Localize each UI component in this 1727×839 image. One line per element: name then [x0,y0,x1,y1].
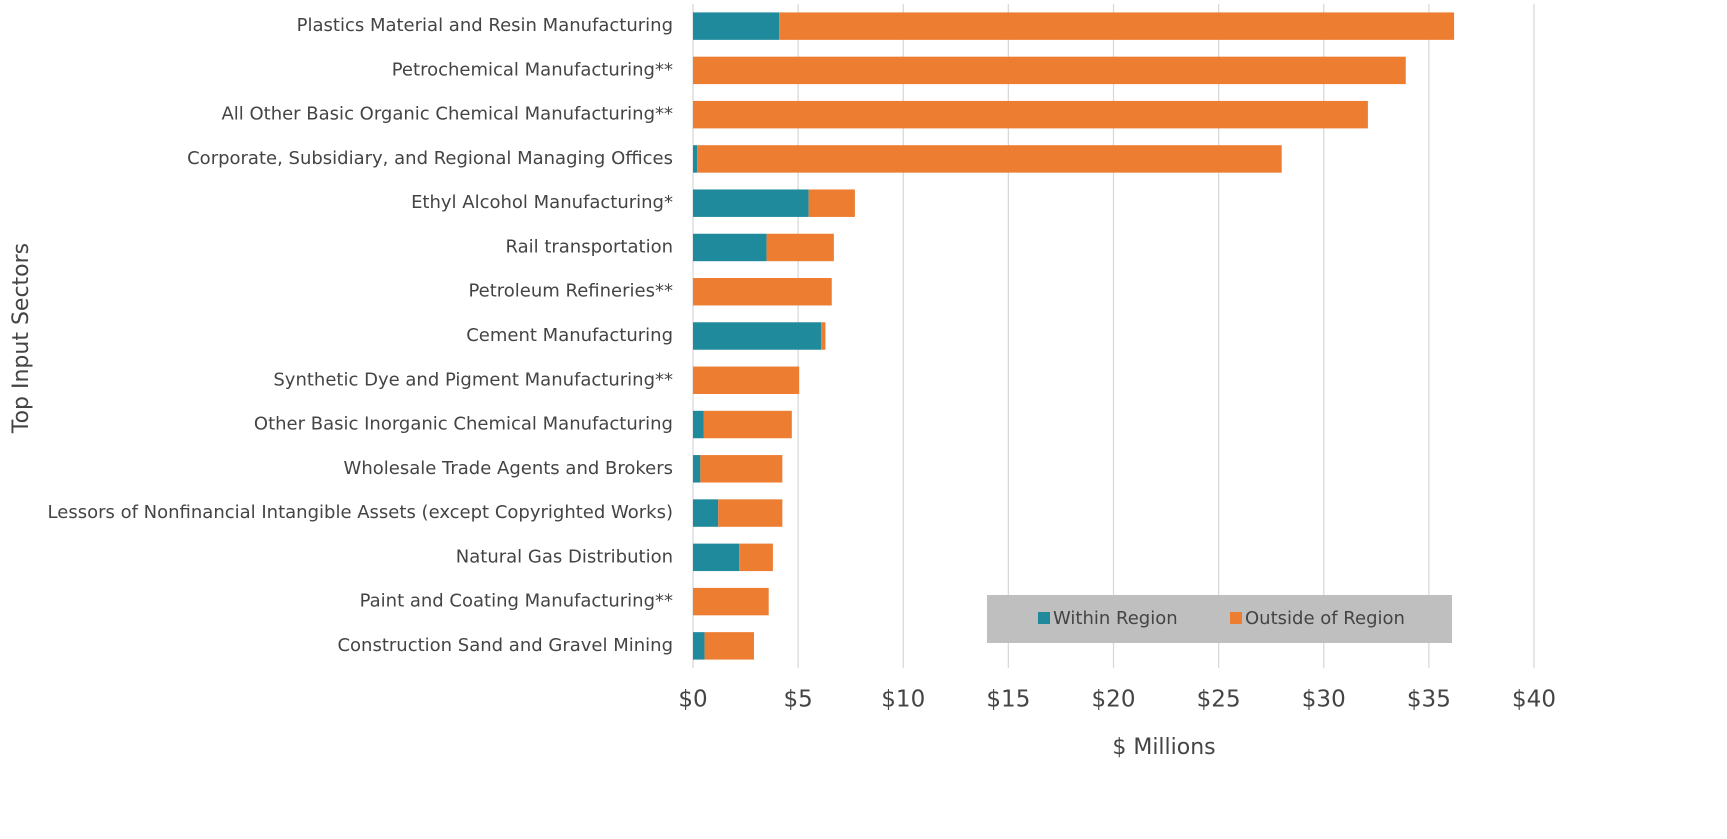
x-tick-label: $10 [881,687,925,713]
bar-segment [693,632,705,660]
legend-swatch [1230,612,1242,624]
bar-segment [693,100,1368,129]
y-tick-label: Natural Gas Distribution [456,546,673,567]
legend-label: Outside of Region [1245,608,1405,629]
y-tick-label: All Other Basic Organic Chemical Manufac… [221,104,673,125]
bar-segment [704,632,754,660]
bar-segment [693,587,769,616]
y-tick-label: Wholesale Trade Agents and Brokers [344,458,673,479]
bar-segment [693,145,698,173]
y-tick-label: Corporate, Subsidiary, and Regional Mana… [187,148,673,169]
y-axis-title: Top Input Sectors [9,243,34,434]
y-tick-label: Petroleum Refineries** [468,281,673,302]
bar-segment [693,322,822,350]
bar-segment [700,455,783,483]
x-tick-label: $25 [1197,687,1241,713]
y-tick-label: Rail transportation [505,236,673,257]
bar-segment [779,12,1455,40]
bar-segment [693,499,719,527]
legend-box [987,595,1452,643]
bar-segment [821,322,826,350]
x-tick-label: $20 [1092,687,1136,713]
y-tick-label: Paint and Coating Manufacturing** [360,591,673,612]
legend-label: Within Region [1053,608,1178,629]
x-tick-label: $0 [678,687,707,713]
bar-segment [739,543,773,572]
x-tick-label: $35 [1407,687,1451,713]
legend-swatch [1038,612,1050,624]
bar-segment [808,189,855,217]
y-tick-label: Construction Sand and Gravel Mining [337,635,673,656]
bar-segment [693,410,704,439]
bar-segment [693,12,780,40]
y-tick-label: Lessors of Nonfinancial Intangible Asset… [48,502,673,523]
x-tick-label: $5 [783,687,812,713]
y-tick-label: Ethyl Alcohol Manufacturing* [411,192,673,213]
bar-segment [693,278,832,306]
y-tick-label: Synthetic Dye and Pigment Manufacturing*… [273,369,673,390]
bar-segment [718,499,783,527]
y-tick-label: Other Basic Inorganic Chemical Manufactu… [254,414,673,435]
x-axis-title: $ Millions [1112,735,1215,760]
bar-segment [703,410,792,439]
x-tick-label: $30 [1302,687,1346,713]
x-tick-label: $40 [1512,687,1556,713]
bar-segment [693,543,740,572]
bar-segment [693,366,800,394]
bar-segment [766,233,834,262]
x-tick-label: $15 [986,687,1030,713]
bar-segment [693,455,701,483]
bar-segment [693,189,809,217]
bar-segment [697,145,1282,173]
bar-segment [693,233,767,262]
y-tick-label: Plastics Material and Resin Manufacturin… [297,15,673,36]
y-tick-label: Petrochemical Manufacturing** [392,59,673,80]
y-tick-label: Cement Manufacturing [466,325,673,346]
bar-segment [693,56,1406,85]
